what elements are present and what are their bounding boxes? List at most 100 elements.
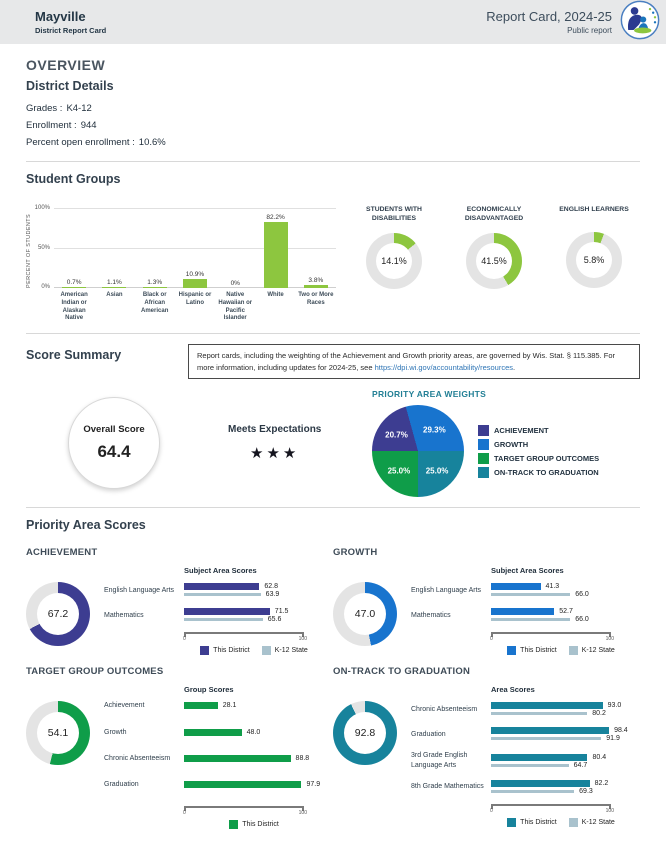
legend-item: ACHIEVEMENT (478, 424, 599, 436)
dpi-parent-child-logo-icon (620, 0, 660, 45)
category-label: Asian (106, 292, 123, 298)
header-left: Mayville District Report Card (35, 9, 106, 35)
score-row: English Language Arts 41.3 66.0 (411, 582, 631, 598)
quadrant-body: 67.2 Subject Area Scores English Language … (26, 566, 317, 658)
score-summary-header: Score Summary Report cards, including th… (26, 344, 640, 380)
score-donut-achievement: 67.2 (26, 582, 90, 647)
quadrant-body: 92.8 Area Scores Chronic Absenteeism 93.0 80… (333, 685, 628, 829)
bar-value-label: 3.8% (308, 276, 324, 284)
student-groups-bar-chart: PERCENT OF STUDENTS 100% 50% 0% 0.7% 1.1% (26, 194, 336, 323)
overall-score-value: 64.4 (97, 442, 131, 462)
detail-row-enrollment: Enrollment :944 (26, 117, 640, 134)
score-row-label: Achievement (104, 702, 145, 710)
district-bar-row: 28.1 (184, 701, 324, 710)
score-row: 8th Grade Mathematics 82.2 69.3 (411, 779, 631, 795)
score-row-label: Chronic Absenteeism (411, 705, 478, 713)
district-bar-row: 52.7 (491, 607, 631, 616)
resources-link[interactable]: https://dpi.wi.gov/accountability/resour… (374, 362, 514, 372)
bar-slot: 3.8% (296, 277, 336, 288)
rating-label: Meets Expectations (228, 424, 322, 436)
enrollment-label: Enrollment : (26, 120, 77, 131)
overall-score-label: Overall Score (83, 424, 145, 436)
y-tick-50: 50% (37, 245, 50, 251)
score-row-label: 8th Grade Mathematics (411, 783, 484, 791)
score-summary-body: Overall Score 64.4 Meets Expectations ★★… (26, 389, 640, 498)
score-row: Mathematics 52.7 66.0 (411, 607, 631, 623)
x-tick-100: 100 (605, 807, 614, 814)
state-bar (491, 737, 602, 741)
legend-item: GROWTH (478, 438, 599, 450)
bars-chart-title: Area Scores (491, 685, 535, 695)
state-bar-row: 63.9 (184, 591, 324, 598)
x-tick-0: 0 (183, 809, 186, 816)
quadrant-donut-wrap: 92.8 (333, 701, 397, 829)
bar-value: 82.2 (594, 779, 609, 787)
donut-chart-english_learners: 5.8% (566, 232, 622, 288)
x-axis: 0 100 (183, 632, 307, 643)
district-bar-row: 98.4 (491, 726, 631, 735)
district-bar-row: 93.0 (491, 701, 631, 710)
bars-chart-title: Subject Area Scores (184, 566, 257, 576)
score-row-label: Graduation (104, 780, 139, 788)
bar-value-label: 0% (230, 280, 240, 287)
donut-chart-economically_disadvantaged-value: 41.5% (476, 242, 512, 279)
score-row: Achievement 28.1 (104, 701, 324, 710)
bar (263, 222, 288, 288)
legend-label: ON-TRACK TO GRADUATION (494, 467, 599, 477)
x-tick-0: 0 (183, 636, 186, 643)
bar-value: 88.8 (295, 754, 310, 762)
header-right: Report Card, 2024-25 Public report (486, 0, 660, 45)
bar (303, 284, 328, 288)
district-bar (491, 779, 590, 787)
bar-value-label: 0.7% (66, 279, 82, 287)
quadrant-body: 47.0 Subject Area Scores English Language … (333, 566, 624, 658)
district-bar-row: 88.8 (184, 754, 324, 763)
mini-donut-title: STUDENTS WITH DISABILITIES (366, 206, 422, 222)
bar-value: 65.6 (267, 616, 282, 624)
bar-value: 93.0 (607, 702, 622, 710)
grades-value: K4-12 (66, 103, 92, 114)
pie-slice-label: 20.7% (385, 430, 408, 440)
legend-swatch (478, 438, 489, 450)
legend-label: GROWTH (494, 439, 529, 449)
score-row-label: Mathematics (104, 611, 144, 619)
quadrant-title: GROWTH (333, 547, 378, 559)
mini-donut-economically_disadvantaged: ECONOMICALLY DISADVANTAGED 41.5% (450, 206, 538, 289)
score-row-bars: 48.0 (184, 728, 324, 737)
district-bar (491, 583, 541, 591)
bar-value: 98.4 (614, 727, 628, 735)
score-bars-chart: Subject Area Scores English Language Arts… (411, 566, 631, 658)
bar-value: 48.0 (246, 728, 261, 736)
legend-label: ACHIEVEMENT (494, 425, 549, 435)
state-bar (491, 789, 575, 793)
quadrant-title: ON-TRACK TO GRADUATION (333, 666, 471, 678)
score-donut-growth-value: 47.0 (344, 593, 386, 636)
detail-row-open-enrollment: Percent open enrollment :10.6% (26, 134, 640, 151)
mini-donut-title: ENGLISH LEARNERS (559, 206, 629, 213)
legend-item: This District (200, 646, 250, 656)
legend-item: K-12 State (568, 646, 615, 656)
category-label: American Indian or Alaskan Native (60, 292, 88, 322)
score-bars-chart: Subject Area Scores English Language Arts… (104, 566, 324, 658)
district-bar-row: 97.9 (184, 780, 324, 789)
district-bar-row: 41.3 (491, 582, 631, 591)
state-bar-row: 80.2 (491, 710, 631, 717)
score-row: Mathematics 71.5 65.6 (104, 607, 324, 623)
legend-swatch (507, 817, 517, 827)
pie-slice-label: 25.0% (425, 466, 449, 476)
score-row: Graduation 98.4 91.9 (411, 726, 631, 742)
score-row: Graduation 97.9 (104, 780, 324, 789)
score-row-label: 3rd Grade English Language Arts (411, 752, 468, 769)
state-bar-row: 66.0 (491, 616, 631, 623)
score-row-bars: 62.8 63.9 (184, 582, 324, 598)
bar-slot: 0% (215, 280, 255, 288)
score-row-label: Graduation (411, 730, 446, 738)
x-tick-100: 100 (298, 809, 307, 816)
priority-area-scores-title: Priority Area Scores (26, 518, 146, 533)
state-bar (491, 763, 569, 767)
legend-swatch (478, 424, 489, 436)
quadrant-body: 54.1 Group Scores Achievement 28.1 Growth 48.… (26, 685, 320, 831)
bar-slot: 0.7% (54, 279, 94, 288)
bar-value: 80.2 (592, 710, 606, 718)
